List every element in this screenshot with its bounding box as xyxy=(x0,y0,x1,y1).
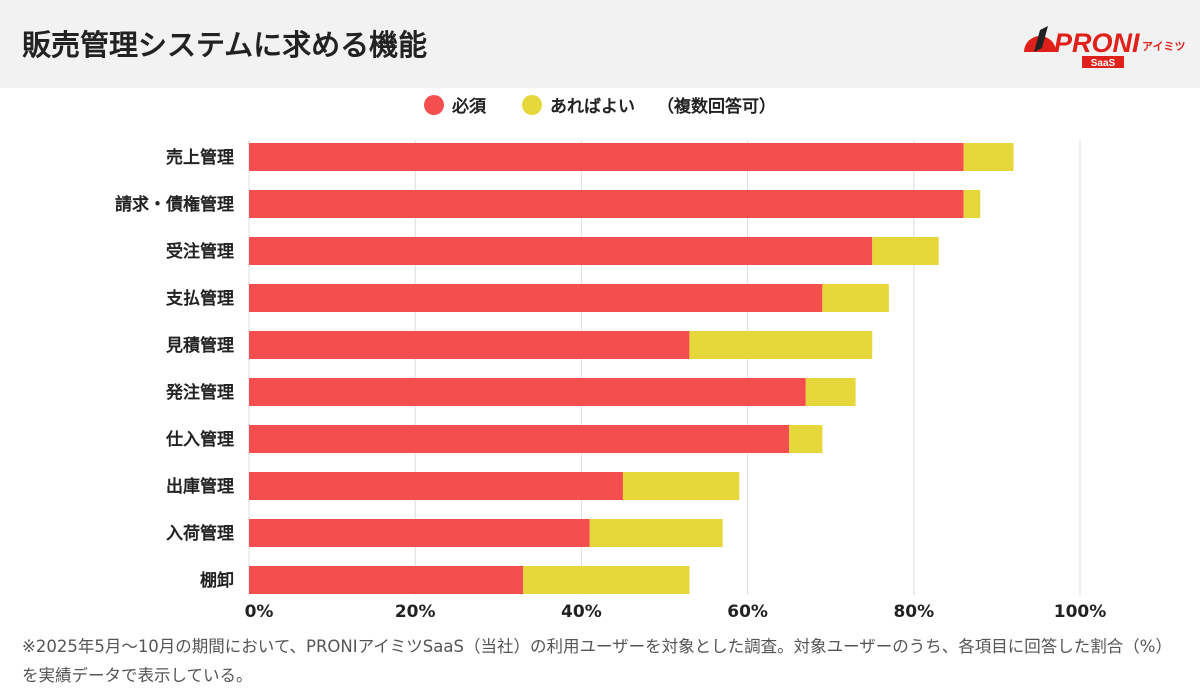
proni-logo: PRONI アイミツ SaaS xyxy=(1024,26,1185,69)
x-tick-label: 40% xyxy=(561,602,602,622)
category-label: 棚卸 xyxy=(200,570,234,591)
bar-nice-to-have xyxy=(622,472,740,500)
x-tick-label: 60% xyxy=(727,602,768,622)
bar-nice-to-have xyxy=(963,143,1014,171)
x-tick-label: 100% xyxy=(1054,602,1107,622)
legend-note: （複数回答可） xyxy=(657,97,776,117)
category-label: 発注管理 xyxy=(165,382,234,403)
bar-required xyxy=(249,143,964,171)
x-tick-label: 20% xyxy=(395,602,436,622)
legend-label: あればよい xyxy=(550,97,635,117)
page-title: 販売管理システムに求める機能 xyxy=(22,28,428,62)
category-label: 請求・債権管理 xyxy=(115,194,234,215)
bar-required xyxy=(249,237,873,265)
x-tick-label: 0% xyxy=(245,602,274,622)
x-tick-label: 80% xyxy=(893,602,934,622)
legend-item-required: 必須 xyxy=(424,92,486,117)
category-label: 受注管理 xyxy=(166,241,234,262)
category-label: 仕入管理 xyxy=(165,429,234,450)
footnote: ※2025年5月〜10月の期間において、PRONIアイミツSaaS（当社）の利用… xyxy=(22,637,1172,685)
bar-required xyxy=(249,190,964,218)
category-label: 見積管理 xyxy=(165,335,234,356)
bar-nice-to-have xyxy=(523,566,690,594)
category-label: 売上管理 xyxy=(166,147,234,168)
bar-nice-to-have xyxy=(589,519,723,547)
bar-nice-to-have xyxy=(805,378,856,406)
bar-required xyxy=(249,331,690,359)
category-label: 出庫管理 xyxy=(166,476,234,497)
legend-label: 必須 xyxy=(452,97,486,117)
bar-required xyxy=(249,378,806,406)
legend: 必須 あればよい （複数回答可） xyxy=(0,92,1200,117)
bar-nice-to-have xyxy=(789,425,823,453)
category-label: 入荷管理 xyxy=(166,523,234,544)
bar-nice-to-have xyxy=(822,284,889,312)
bar-required xyxy=(249,284,823,312)
category-label: 支払管理 xyxy=(166,288,234,309)
legend-item-nice-to-have: あればよい xyxy=(522,92,635,117)
svg-text:SaaS: SaaS xyxy=(1091,58,1116,69)
bar-required xyxy=(249,472,623,500)
bar-required xyxy=(249,566,524,594)
header: 販売管理システムに求める機能 PRONI アイミツ SaaS xyxy=(0,0,1200,88)
bar-required xyxy=(249,425,790,453)
bar-nice-to-have xyxy=(872,237,939,265)
legend-swatch xyxy=(522,94,542,115)
svg-text:PRONI: PRONI xyxy=(1054,28,1140,58)
svg-text:アイミツ: アイミツ xyxy=(1142,40,1185,53)
bar-nice-to-have xyxy=(689,331,873,359)
bar-nice-to-have xyxy=(963,190,981,218)
bar-chart: 0% 20% 40% 60% 80% 100% 売上管理請求・債権管理受注管理支払管理見積管… xyxy=(115,140,1107,622)
bar-required xyxy=(249,519,590,547)
legend-swatch xyxy=(424,94,444,115)
